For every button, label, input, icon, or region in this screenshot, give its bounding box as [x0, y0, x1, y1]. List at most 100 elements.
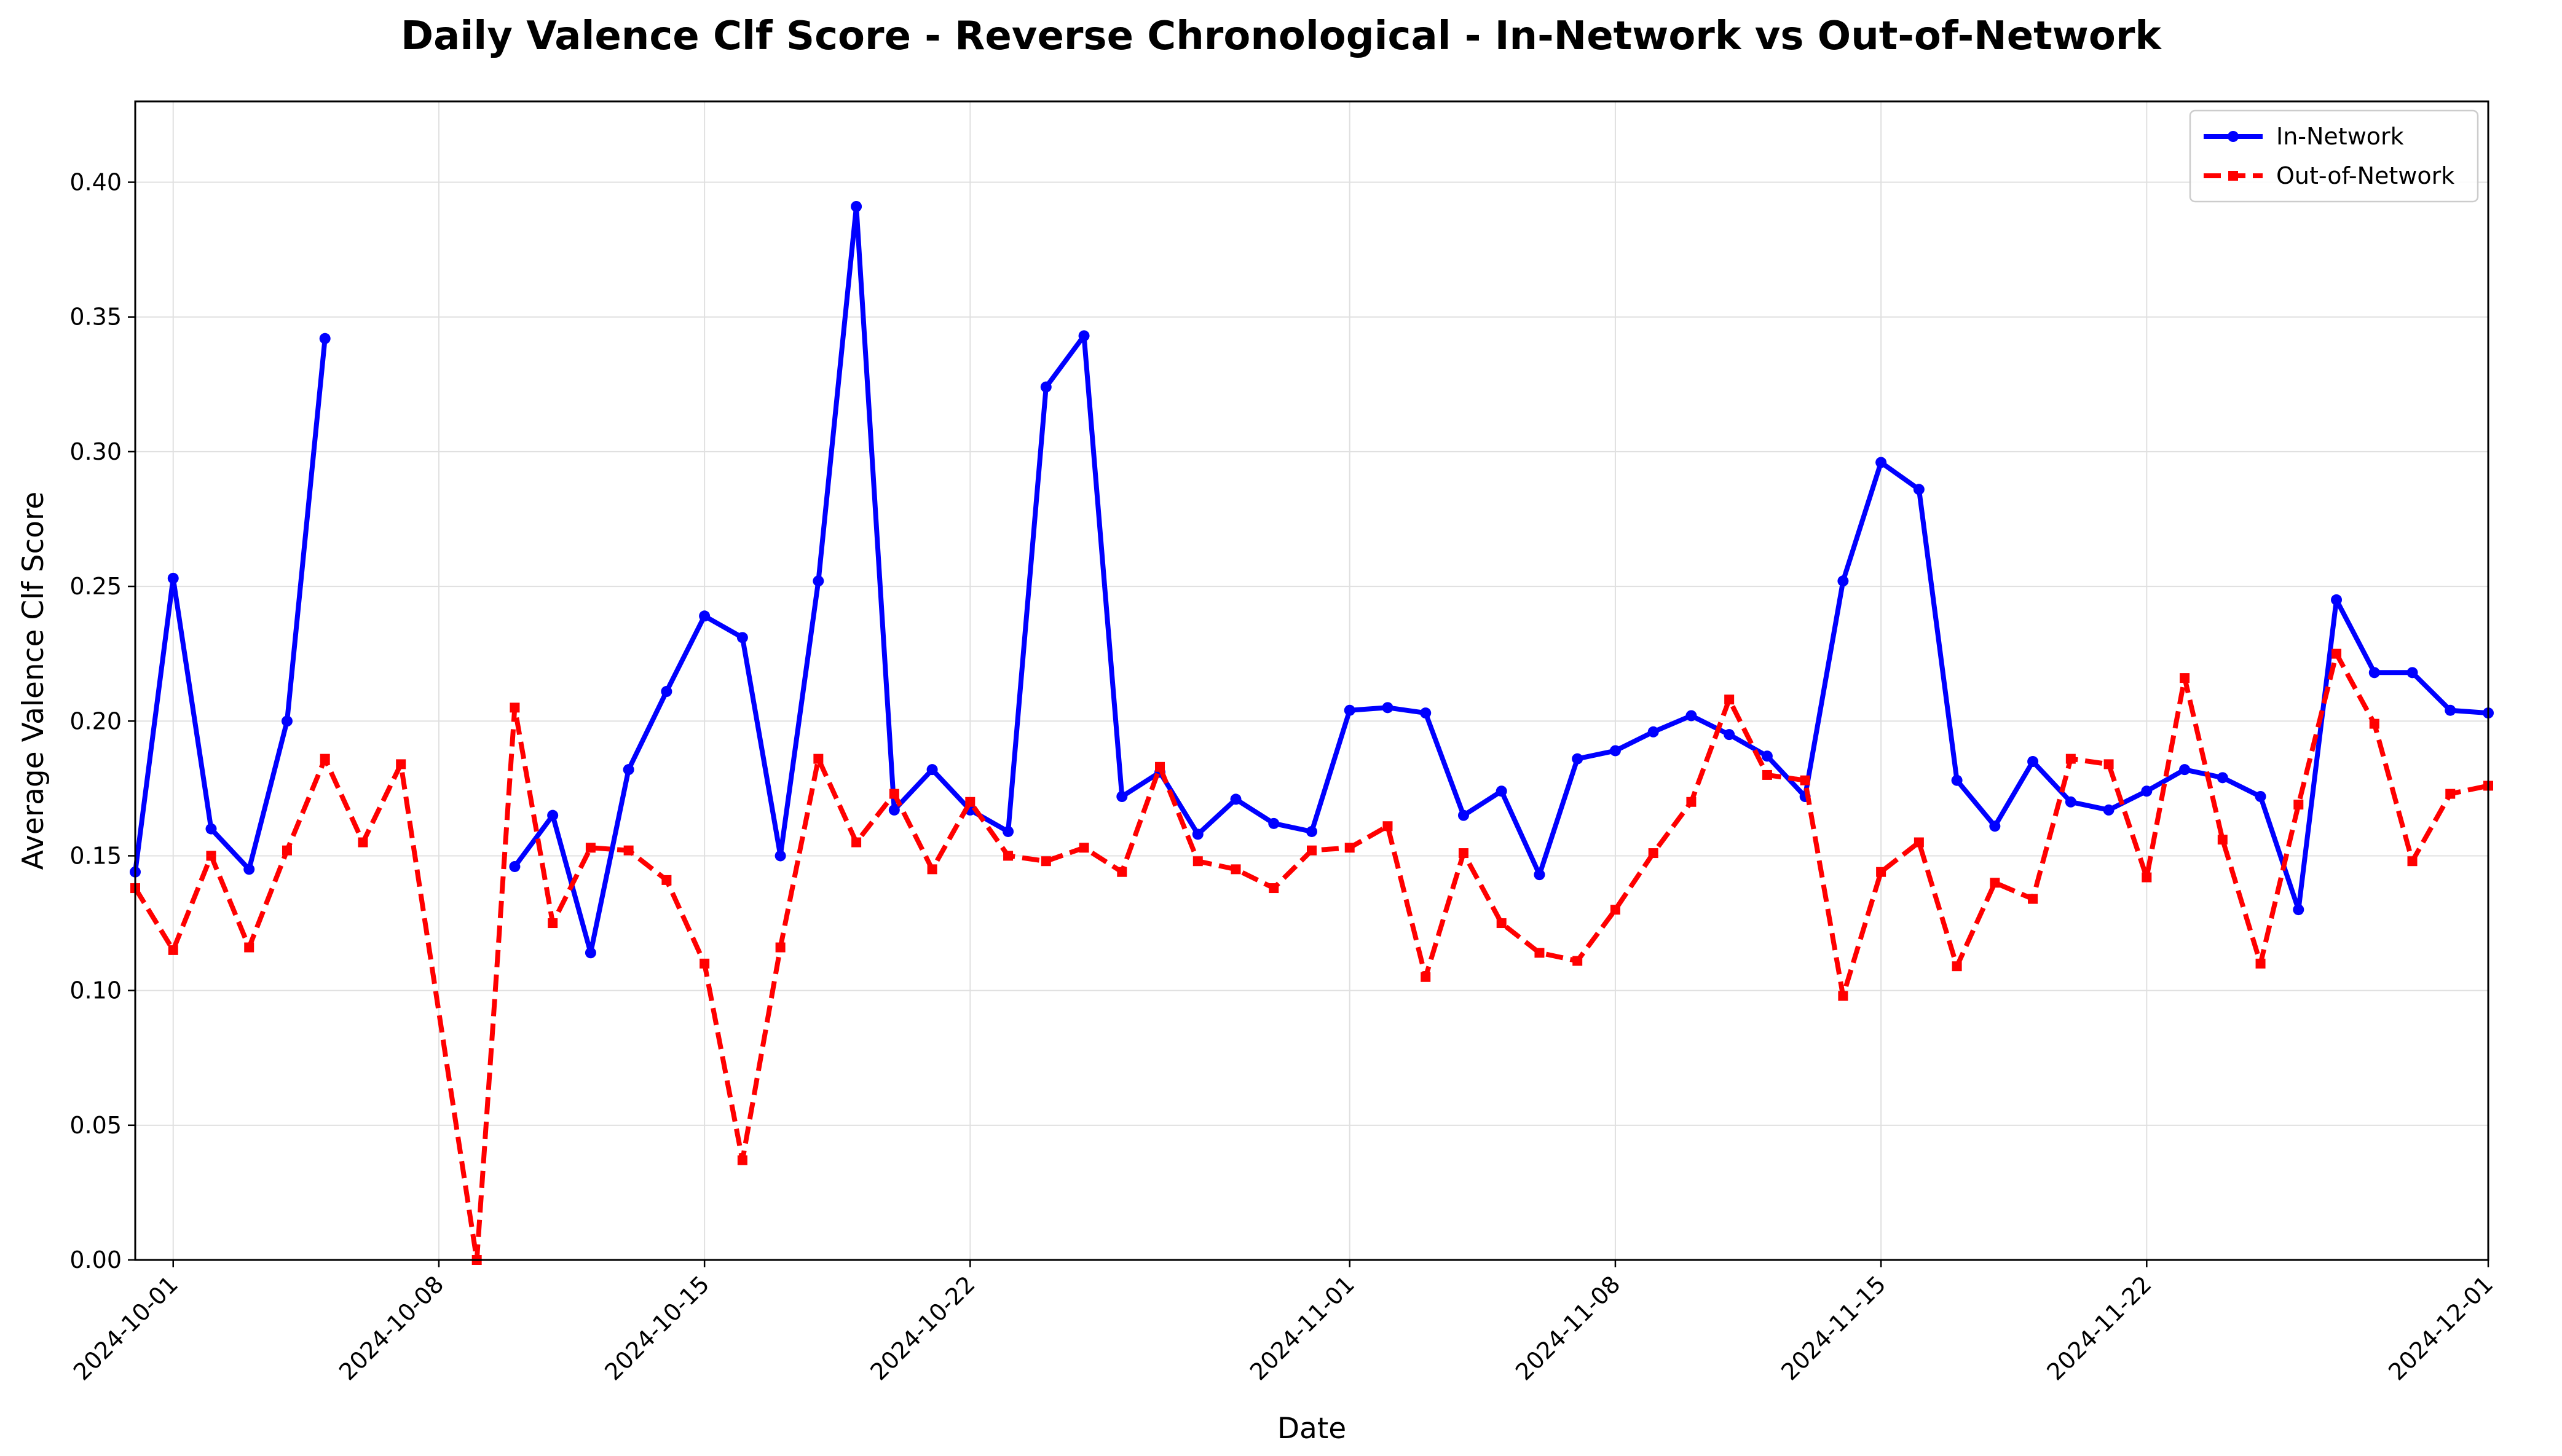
plot-frame — [134, 100, 2489, 1261]
data-point — [2217, 772, 2228, 784]
data-point — [1078, 330, 1090, 342]
y-tick-label: 0.15 — [69, 842, 122, 869]
data-point — [1496, 918, 1507, 929]
data-point — [206, 851, 216, 861]
data-point — [1192, 856, 1203, 867]
data-point — [737, 1155, 747, 1165]
data-point — [813, 754, 824, 764]
data-point — [2028, 894, 2038, 904]
data-point — [1838, 991, 1848, 1001]
data-point — [1458, 848, 1468, 859]
data-point — [2027, 756, 2039, 768]
y-tick-label: 0.10 — [69, 977, 122, 1004]
data-point — [319, 333, 331, 344]
data-point — [2103, 804, 2115, 816]
data-point — [358, 837, 368, 848]
chart-title: Daily Valence Clf Score - Reverse Chrono… — [401, 14, 2162, 59]
data-point — [1344, 704, 1355, 716]
data-point — [1306, 825, 1317, 837]
data-point — [2180, 673, 2190, 683]
data-point — [2103, 759, 2114, 769]
legend-swatch-marker — [2228, 171, 2238, 181]
data-point — [661, 686, 672, 698]
data-point — [2369, 718, 2379, 729]
data-point — [2293, 800, 2304, 810]
data-point — [2255, 791, 2266, 802]
data-point — [2445, 789, 2456, 799]
data-point — [244, 942, 254, 953]
data-point — [2065, 796, 2076, 808]
data-point — [167, 572, 179, 584]
data-point — [1724, 695, 1735, 705]
data-point — [700, 958, 710, 969]
y-tick-label: 0.40 — [69, 169, 122, 196]
data-point — [1268, 817, 1280, 829]
data-point — [1952, 961, 1962, 972]
data-point — [1686, 797, 1697, 807]
data-point — [1609, 745, 1621, 757]
data-point — [927, 864, 937, 875]
data-point — [1040, 381, 1052, 393]
data-point — [1837, 575, 1849, 587]
data-point — [548, 918, 558, 929]
data-point — [1496, 785, 1507, 797]
data-point — [1382, 821, 1393, 832]
data-point — [1762, 769, 1772, 780]
data-point — [2407, 856, 2418, 867]
data-point — [1344, 843, 1355, 853]
data-point — [851, 200, 862, 212]
data-point — [1457, 809, 1469, 821]
data-point — [1420, 707, 1432, 719]
data-point — [1534, 948, 1545, 958]
data-point — [889, 789, 899, 799]
data-point — [661, 875, 672, 885]
data-point — [1914, 837, 1924, 848]
data-point — [1116, 791, 1128, 802]
data-point — [1951, 774, 1963, 786]
data-point — [1990, 878, 2000, 888]
data-point — [1231, 864, 1241, 875]
series-line-in-network — [133, 338, 328, 873]
data-point — [965, 797, 976, 807]
data-point — [547, 809, 559, 821]
data-point — [1003, 825, 1014, 837]
data-point — [1875, 457, 1887, 468]
data-point — [320, 754, 330, 764]
data-point — [1724, 729, 1735, 741]
y-tick-label: 0.25 — [69, 573, 122, 600]
data-point — [888, 804, 900, 816]
data-point — [1382, 702, 1393, 714]
data-point — [282, 845, 292, 856]
legend-label: Out-of-Network — [2276, 162, 2454, 189]
data-point — [1572, 956, 1583, 966]
data-point — [1421, 972, 1431, 982]
data-point — [2255, 958, 2266, 969]
data-point — [623, 845, 634, 856]
data-point — [1989, 820, 2001, 832]
data-point — [1761, 750, 1773, 762]
data-point — [2142, 872, 2152, 883]
data-point — [1269, 883, 1279, 894]
data-point — [585, 843, 596, 853]
data-point — [1192, 828, 1204, 840]
y-tick-label: 0.05 — [69, 1112, 122, 1139]
data-point — [2179, 764, 2191, 776]
data-point — [736, 632, 748, 643]
series-in-network — [130, 200, 2494, 959]
data-point — [2293, 904, 2304, 916]
data-point — [1876, 867, 1886, 877]
data-point — [281, 715, 293, 727]
data-point — [2368, 667, 2380, 679]
legend: In-Network Out-of-Network — [2189, 109, 2479, 203]
data-point — [585, 947, 596, 959]
data-point — [1685, 710, 1697, 722]
data-point — [2217, 835, 2228, 845]
x-axis-label: Date — [1277, 1412, 1346, 1446]
data-point — [2331, 648, 2342, 659]
data-point — [1003, 851, 1014, 861]
y-tick-label: 0.00 — [69, 1246, 122, 1273]
legend-label: In-Network — [2276, 123, 2404, 150]
data-point — [2141, 785, 2153, 797]
